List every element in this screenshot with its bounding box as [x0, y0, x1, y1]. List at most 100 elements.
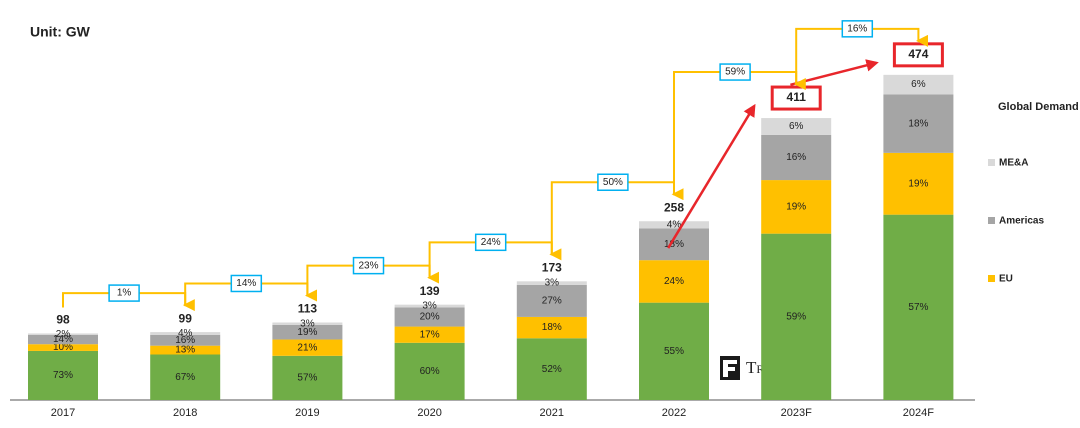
segment-label: 21% [297, 342, 317, 353]
segment-label: 60% [420, 366, 440, 377]
bar-segment [761, 233, 832, 400]
bar-segment [394, 304, 465, 308]
segment-label: 16% [175, 335, 195, 346]
segment-label: 24% [664, 276, 684, 287]
bar-segment [394, 342, 465, 400]
bar-segment [394, 326, 465, 343]
segment-label: 52% [542, 364, 562, 375]
bar-segment [883, 152, 954, 215]
highlight-arrow [667, 103, 756, 249]
bar-segment [272, 324, 343, 340]
bar-segment [150, 354, 221, 400]
growth-label: 24% [481, 237, 501, 248]
total-label: 474 [908, 47, 928, 61]
bar-segment [272, 355, 343, 400]
segment-label: 6% [789, 121, 804, 132]
bar-segment [516, 316, 587, 339]
segment-label: 13% [175, 345, 195, 356]
segment-label: 19% [297, 327, 317, 338]
bar-segment [150, 332, 221, 335]
x-tick-label: 2024F [903, 407, 934, 419]
growth-box [108, 284, 140, 302]
x-tick-label: 2018 [173, 407, 197, 419]
bar-segment [883, 74, 954, 95]
legend-swatch [988, 275, 995, 282]
bar-segment [639, 221, 709, 229]
total-label: 98 [56, 313, 70, 327]
total-label: 99 [179, 311, 193, 325]
x-tick-label: 2022 [662, 407, 686, 419]
bar-segment [883, 214, 954, 400]
legend-title: Global Demand [998, 101, 1079, 113]
legend-label: ME&A [999, 158, 1028, 169]
growth-label: 59% [725, 67, 745, 78]
growth-label: 1% [117, 288, 132, 299]
segment-label: 14% [53, 334, 73, 345]
segment-label: 18% [908, 118, 928, 129]
segment-label: 4% [178, 328, 193, 339]
bar-segment [28, 350, 98, 400]
bar-segment [150, 345, 221, 355]
x-tick-label: 2017 [51, 407, 75, 419]
segment-label: 10% [53, 342, 73, 353]
segment-label: 6% [911, 79, 926, 90]
bar-segment [516, 338, 587, 400]
segment-label: 4% [667, 219, 682, 230]
bar-segment [516, 284, 587, 317]
segment-label: 3% [300, 318, 315, 329]
bar-segment [272, 322, 343, 325]
segment-label: 20% [420, 312, 440, 323]
bar-segment [150, 334, 221, 346]
x-tick-label: 2023F [781, 407, 812, 419]
bar-segment [761, 180, 832, 234]
segment-label: 67% [175, 372, 195, 383]
growth-label: 16% [847, 23, 867, 34]
growth-label: 50% [603, 177, 623, 188]
x-tick-label: 2021 [540, 407, 564, 419]
highlight-arrow [790, 59, 879, 87]
bar-segment [639, 302, 709, 400]
bar-segment [516, 281, 587, 285]
legend-label: Americas [999, 216, 1044, 227]
x-tick-label: 2019 [295, 407, 319, 419]
growth-box [352, 256, 385, 275]
growth-box [230, 274, 263, 293]
bar-segment [28, 344, 98, 351]
growth-box [597, 173, 629, 191]
total-label: 411 [787, 90, 807, 104]
bar-segment [761, 134, 832, 181]
total-label: 139 [420, 284, 440, 298]
total-label: 173 [542, 260, 562, 274]
segment-label: 16% [786, 152, 806, 163]
growth-box [474, 233, 507, 252]
bar-segment [639, 228, 709, 261]
segment-label: 3% [545, 278, 560, 289]
segment-label: 17% [420, 329, 440, 340]
segment-label: 19% [786, 202, 806, 213]
growth-box [841, 20, 874, 38]
legend-swatch [988, 217, 995, 224]
segment-label: 59% [786, 311, 806, 322]
bar-segment [272, 339, 343, 356]
bar-segment [639, 260, 709, 303]
segment-label: 18% [664, 239, 684, 250]
x-tick-label: 2020 [417, 407, 441, 419]
chart-title: Unit: GW [30, 24, 91, 40]
growth-label: 23% [358, 260, 378, 271]
segment-label: 57% [908, 302, 928, 313]
segment-label: 19% [908, 178, 928, 189]
growth-label: 14% [236, 278, 256, 289]
bar-segment [761, 118, 832, 135]
bar-segment [28, 333, 98, 335]
segment-label: 55% [664, 346, 684, 357]
growth-box [719, 63, 751, 81]
legend-swatch [988, 159, 995, 166]
legend-label: EU [999, 274, 1013, 285]
segment-label: 73% [53, 370, 73, 381]
bar-segment [28, 334, 98, 345]
segment-label: 3% [422, 301, 437, 312]
total-label: 113 [298, 302, 318, 316]
bar-segment [394, 307, 465, 327]
segment-label: 18% [542, 322, 562, 333]
